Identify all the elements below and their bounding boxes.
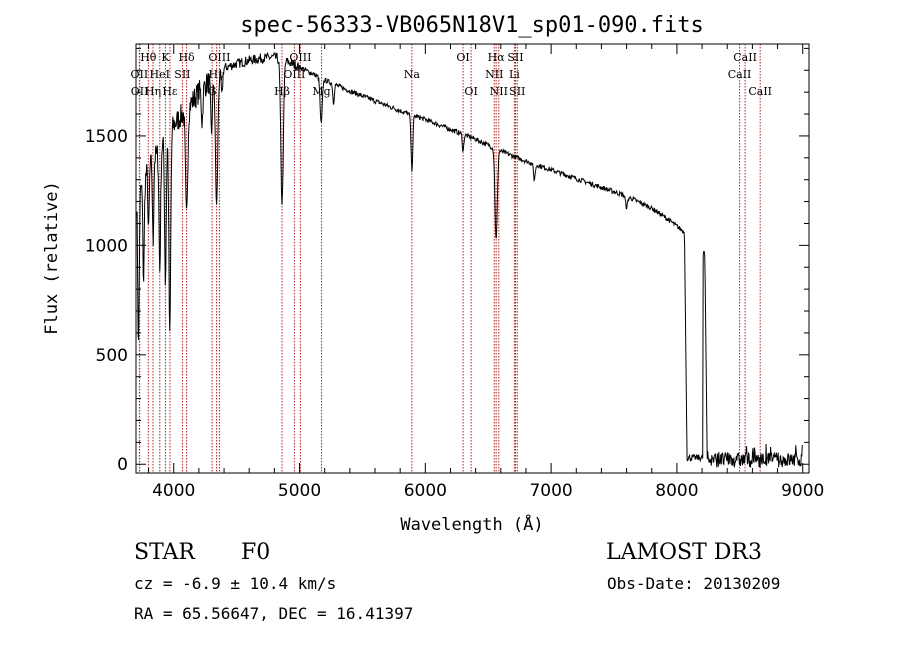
line-label-12: OIII bbox=[289, 51, 311, 64]
line-label-3: HeI bbox=[150, 68, 170, 81]
line-label-11: G bbox=[208, 85, 217, 98]
line-label-13: OIII bbox=[283, 68, 305, 81]
line-label-21: NII bbox=[490, 85, 508, 98]
x-axis-label: Wavelength (Å) bbox=[400, 513, 543, 535]
line-label-16: Na bbox=[404, 68, 421, 81]
redshift-velocity: cz = -6.9 ± 10.4 km/s bbox=[134, 574, 337, 593]
y-axis-label: Flux (relative) bbox=[42, 181, 62, 335]
y-axis-ticks: 0 500 1000 1500 bbox=[85, 47, 809, 475]
line-label-6: SII bbox=[174, 68, 190, 81]
line-label-19: Hα bbox=[488, 51, 506, 64]
coordinates: RA = 65.56647, DEC = 16.41397 bbox=[134, 604, 414, 623]
survey-name: LAMOST DR3 bbox=[606, 540, 762, 565]
line-label-4: Hη bbox=[145, 85, 161, 98]
line-label-9: OIII bbox=[208, 51, 230, 64]
x-tick-label-4000: 4000 bbox=[152, 481, 195, 501]
line-label-24: SII bbox=[509, 85, 525, 98]
line-label-20: NII bbox=[485, 68, 503, 81]
line-label-0: Hθ bbox=[140, 51, 157, 64]
x-axis-ticks: 4000 5000 6000 7000 8000 9000 bbox=[148, 44, 824, 501]
line-label-7: Hε bbox=[162, 85, 178, 98]
x-tick-label-8000: 8000 bbox=[655, 481, 698, 501]
line-label-27: CaII bbox=[748, 85, 772, 98]
line-label-8: Hδ bbox=[178, 51, 195, 64]
x-tick-label-5000: 5000 bbox=[278, 481, 321, 501]
y-tick-label-1500: 1500 bbox=[85, 127, 128, 147]
line-label-25: CaII bbox=[733, 51, 757, 64]
x-tick-label-9000: 9000 bbox=[781, 481, 824, 501]
object-subclass: F0 bbox=[241, 540, 271, 565]
line-label-1: OII bbox=[131, 68, 149, 81]
line-label-22: SII bbox=[507, 51, 523, 64]
line-label-2: OII bbox=[131, 85, 149, 98]
observation-date: Obs-Date: 20130209 bbox=[607, 574, 781, 593]
x-tick-label-7000: 7000 bbox=[529, 481, 572, 501]
line-label-14: Hβ bbox=[274, 85, 290, 98]
spectral-line-markers bbox=[138, 44, 761, 473]
spectrum-trace bbox=[136, 51, 803, 468]
object-class: STAR bbox=[134, 540, 195, 565]
line-label-26: CaII bbox=[728, 68, 752, 81]
line-label-23: Li bbox=[509, 68, 520, 81]
line-label-17: OI bbox=[456, 51, 469, 64]
y-tick-label-1000: 1000 bbox=[85, 236, 128, 256]
y-tick-label-0: 0 bbox=[117, 455, 128, 475]
plot-frame bbox=[135, 43, 810, 474]
line-label-18: OI bbox=[464, 85, 477, 98]
y-tick-label-500: 500 bbox=[96, 346, 128, 366]
line-label-15: Mg bbox=[312, 85, 330, 98]
x-tick-label-6000: 6000 bbox=[404, 481, 447, 501]
chart-title: spec-56333-VB065N18V1_sp01-090.fits bbox=[240, 13, 704, 38]
line-label-5: K bbox=[161, 51, 170, 64]
